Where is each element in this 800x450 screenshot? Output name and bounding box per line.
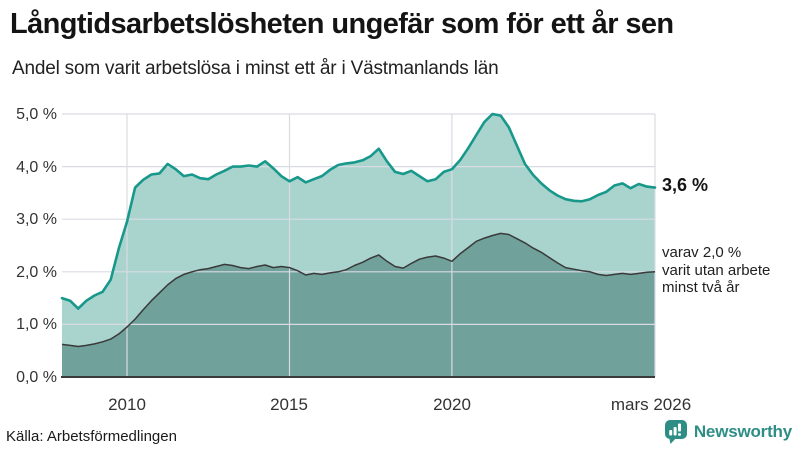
x-tick-2010: 2010 <box>108 395 146 414</box>
y-tick-2: 2,0 % <box>16 263 57 281</box>
logo-bubble-tail <box>668 437 677 444</box>
x-tick-2020: 2020 <box>433 395 471 414</box>
y-tick-1: 1,0 % <box>16 316 57 333</box>
line-unemployed-1yr <box>60 112 657 310</box>
area-unemployed-2yr <box>62 233 655 377</box>
y-tick-5: 5,0 % <box>16 106 57 123</box>
y-tick-3: 3,0 % <box>16 211 57 228</box>
newsworthy-logo: Newsworthy <box>664 419 792 445</box>
end-note-label: varav 2,0 % varit utan arbete minst två … <box>662 244 771 296</box>
y-tick-4: 4,0 % <box>16 158 57 176</box>
chart-subtitle: Andel som varit arbetslösa i minst ett å… <box>12 58 499 79</box>
y-tick-0: 0,0 % <box>16 368 57 386</box>
source-label: Källa: Arbetsförmedlingen <box>6 428 177 445</box>
gridlines <box>62 113 656 377</box>
x-tick-mars-2026: mars 2026 <box>610 395 692 414</box>
newsworthy-wordmark: Newsworthy <box>693 422 792 441</box>
line-unemployed-2yr <box>61 232 656 348</box>
x-tick-2015: 2015 <box>270 395 308 414</box>
end-value-label: 3,6 % <box>662 175 709 195</box>
newsworthy-bubble-chart-icon <box>664 419 688 445</box>
page-title: Långtidsarbetslösheten ungefär som för e… <box>10 8 674 40</box>
